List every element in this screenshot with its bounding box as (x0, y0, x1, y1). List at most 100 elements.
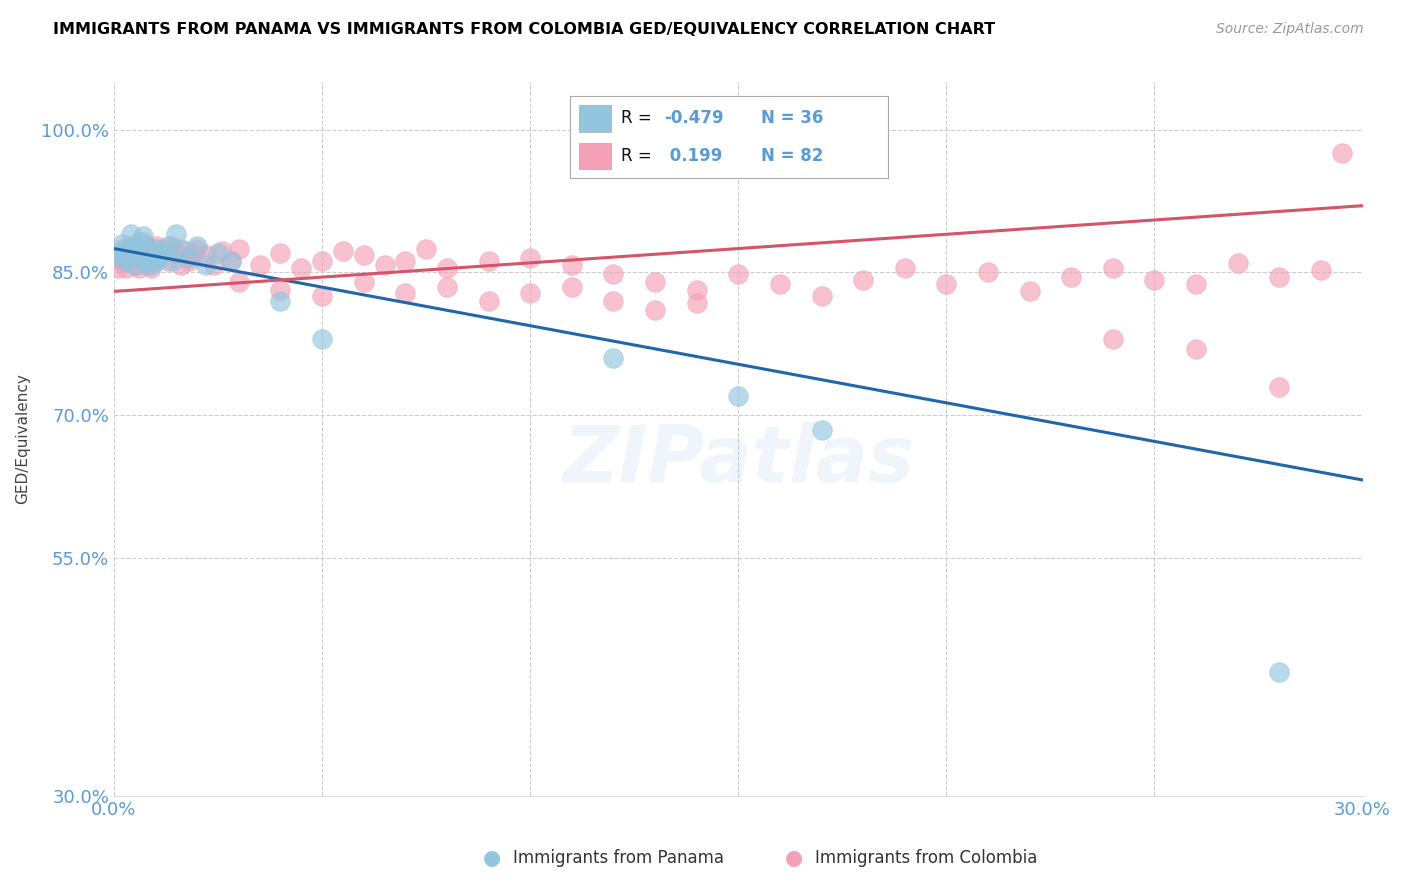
Text: ZIPatlas: ZIPatlas (562, 423, 914, 499)
Point (644, 303, 666, 318)
Point (353, 275, 375, 289)
Point (477, 254, 499, 268)
Point (561, 258, 583, 272)
Point (136, 242, 159, 256)
Point (132, 248, 155, 262)
Point (115, 242, 138, 256)
Point (561, 279, 583, 293)
Point (1185, 277, 1208, 291)
Point (1330, 146, 1353, 161)
Point (149, 248, 172, 262)
Point (107, 251, 129, 265)
Point (153, 242, 176, 256)
Point (111, 242, 134, 256)
Point (132, 235, 155, 249)
Text: Immigrants from Colombia: Immigrants from Colombia (815, 849, 1038, 867)
Point (1268, 665, 1291, 680)
Text: Source: ZipAtlas.com: Source: ZipAtlas.com (1216, 22, 1364, 37)
Point (685, 296, 707, 310)
Point (269, 246, 291, 260)
Point (141, 260, 163, 275)
Point (1101, 332, 1123, 346)
Point (124, 238, 146, 252)
Point (173, 244, 195, 259)
Point (124, 242, 146, 256)
Point (602, 267, 624, 281)
Point (1226, 256, 1249, 270)
Point (169, 258, 191, 272)
Point (145, 238, 167, 252)
Point (269, 283, 291, 297)
Point (394, 254, 416, 268)
Point (219, 254, 242, 268)
Point (332, 244, 354, 259)
Point (141, 244, 163, 259)
Point (169, 242, 191, 256)
Point (977, 265, 1000, 279)
Point (181, 246, 204, 260)
Point (141, 258, 163, 272)
Point (132, 229, 155, 244)
Point (115, 246, 138, 260)
Point (228, 275, 250, 289)
Point (132, 251, 155, 265)
Point (136, 256, 159, 270)
Point (685, 283, 707, 297)
Text: ●: ● (484, 848, 501, 868)
Point (207, 246, 229, 260)
Point (394, 286, 416, 301)
Point (353, 248, 375, 262)
Point (145, 254, 167, 268)
Point (128, 246, 150, 260)
Point (124, 258, 146, 272)
Point (186, 242, 208, 256)
Point (111, 254, 134, 268)
Point (810, 289, 832, 303)
Point (157, 254, 180, 268)
Point (128, 235, 150, 249)
Point (373, 258, 395, 272)
Text: Immigrants from Panama: Immigrants from Panama (513, 849, 724, 867)
Point (111, 251, 134, 265)
Point (477, 293, 499, 308)
Point (519, 286, 541, 301)
Point (162, 254, 184, 268)
Point (935, 277, 957, 291)
Point (228, 242, 250, 256)
Point (436, 279, 458, 293)
Point (111, 236, 134, 251)
Point (157, 238, 180, 252)
Point (602, 351, 624, 365)
Point (1101, 260, 1123, 275)
Point (249, 258, 271, 272)
Point (107, 246, 129, 260)
Point (202, 258, 225, 272)
Point (269, 293, 291, 308)
Point (177, 251, 200, 265)
Point (136, 258, 159, 272)
Point (290, 260, 312, 275)
Text: IMMIGRANTS FROM PANAMA VS IMMIGRANTS FROM COLOMBIA GED/EQUIVALENCY CORRELATION C: IMMIGRANTS FROM PANAMA VS IMMIGRANTS FRO… (53, 22, 995, 37)
Point (124, 258, 146, 272)
Point (194, 258, 217, 272)
Point (149, 248, 172, 262)
Point (177, 254, 200, 268)
Point (1018, 285, 1040, 299)
Point (1185, 342, 1208, 356)
Point (141, 244, 163, 259)
Point (519, 251, 541, 265)
Point (1060, 270, 1083, 285)
Point (852, 273, 875, 287)
Point (153, 246, 176, 260)
Point (219, 254, 242, 268)
Point (727, 267, 749, 281)
Point (810, 423, 832, 437)
Point (1310, 263, 1333, 277)
Point (769, 277, 792, 291)
Point (727, 389, 749, 403)
Point (120, 244, 142, 259)
Point (311, 332, 333, 346)
Point (128, 246, 150, 260)
Point (644, 275, 666, 289)
Point (120, 238, 142, 252)
